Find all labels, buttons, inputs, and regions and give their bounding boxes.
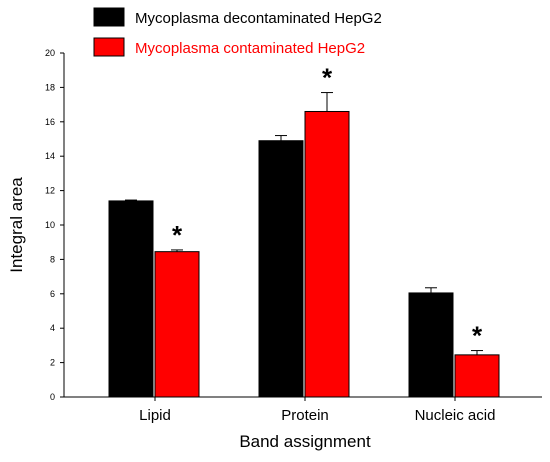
significance-marker: * bbox=[172, 220, 183, 250]
significance-marker: * bbox=[472, 321, 483, 351]
y-tick-label: 12 bbox=[45, 186, 55, 196]
y-tick-label: 8 bbox=[50, 254, 55, 264]
legend-swatch bbox=[93, 37, 125, 57]
y-tick-label: 6 bbox=[50, 289, 55, 299]
y-tick-label: 14 bbox=[45, 151, 55, 161]
y-tick-label: 0 bbox=[50, 392, 55, 402]
bar bbox=[408, 292, 454, 398]
y-axis-title: Integral area bbox=[7, 177, 26, 273]
legend-label: Mycoplasma decontaminated HepG2 bbox=[135, 10, 382, 27]
y-tick-label: 20 bbox=[45, 48, 55, 58]
y-tick-label: 18 bbox=[45, 82, 55, 92]
bars: * * * bbox=[108, 63, 500, 398]
legend-label: Mycoplasma contaminated HepG2 bbox=[135, 40, 365, 57]
x-tick-label: Nucleic acid bbox=[415, 407, 496, 424]
significance-marker: * bbox=[322, 63, 333, 93]
x-tick-label: Protein bbox=[281, 407, 329, 424]
x-axis-title: Band assignment bbox=[239, 432, 371, 451]
y-tick-label: 16 bbox=[45, 117, 55, 127]
y-tick-label: 10 bbox=[45, 220, 55, 230]
bar bbox=[454, 354, 500, 398]
x-tick-label: Lipid bbox=[139, 407, 171, 424]
y-tick-label: 4 bbox=[50, 323, 55, 333]
legend: Mycoplasma decontaminated HepG2 Mycoplasm… bbox=[93, 7, 382, 57]
y-tick-label: 2 bbox=[50, 358, 55, 368]
bar bbox=[108, 200, 154, 398]
bar bbox=[304, 110, 350, 398]
bar bbox=[258, 140, 304, 398]
legend-swatch bbox=[93, 7, 125, 27]
bar bbox=[154, 251, 200, 398]
axes: 0 2 4 6 8 10 12 14 16 18 20 Lipid Protein Nucleic aci… bbox=[45, 48, 542, 424]
